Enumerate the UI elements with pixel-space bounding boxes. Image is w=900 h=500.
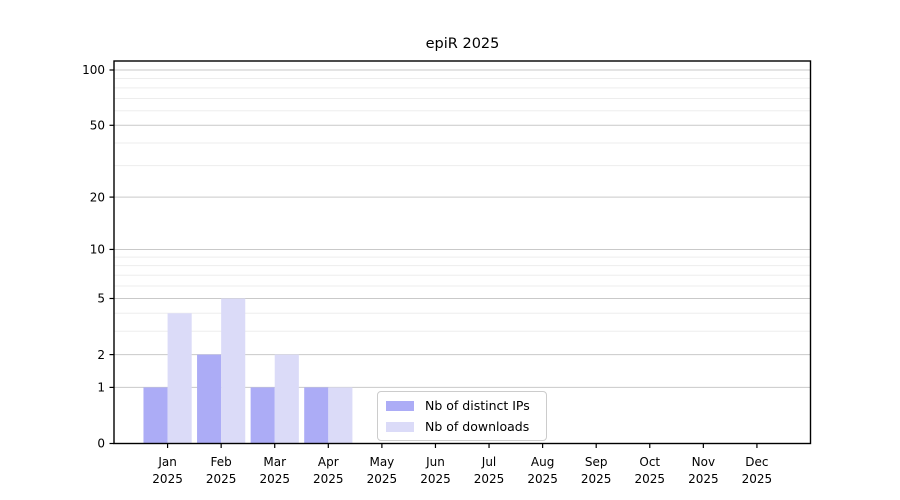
x-tick-label-month: Aug bbox=[531, 455, 554, 469]
bar-distinct-ips bbox=[304, 387, 329, 444]
bar-downloads bbox=[274, 354, 299, 444]
x-tick-label-year: 2025 bbox=[152, 472, 183, 486]
legend-row-downloads: Nb of downloads bbox=[386, 419, 537, 434]
x-tick-label-month: Oct bbox=[639, 455, 660, 469]
legend-label-downloads: Nb of downloads bbox=[425, 419, 530, 434]
x-tick-label-year: 2025 bbox=[420, 472, 451, 486]
legend-swatch-distinct-ips bbox=[386, 400, 414, 411]
x-tick-label-year: 2025 bbox=[474, 472, 505, 486]
x-tick-label-year: 2025 bbox=[634, 472, 665, 486]
legend: Nb of distinct IPs Nb of downloads bbox=[377, 391, 547, 441]
legend-swatch-downloads bbox=[386, 421, 414, 432]
x-tick-label-year: 2025 bbox=[742, 472, 773, 486]
y-tick-label: 20 bbox=[90, 190, 105, 204]
y-tick-label: 5 bbox=[97, 292, 105, 306]
x-tick-label-month: Jan bbox=[157, 455, 177, 469]
x-tick-label-year: 2025 bbox=[367, 472, 398, 486]
plot-frame bbox=[113, 60, 812, 445]
x-tick-label-year: 2025 bbox=[259, 472, 290, 486]
y-tick-label: 1 bbox=[97, 381, 105, 395]
y-tick-label: 2 bbox=[97, 348, 105, 362]
x-tick-label-month: Nov bbox=[692, 455, 715, 469]
bar-distinct-ips bbox=[197, 354, 222, 444]
x-tick-label-year: 2025 bbox=[581, 472, 612, 486]
bar-distinct-ips bbox=[250, 387, 275, 444]
x-tick-label-month: Dec bbox=[745, 455, 768, 469]
legend-label-distinct-ips: Nb of distinct IPs bbox=[425, 398, 530, 413]
x-tick-label-year: 2025 bbox=[527, 472, 558, 486]
x-tick-label-month: Sep bbox=[585, 455, 608, 469]
y-tick-label: 100 bbox=[82, 63, 105, 77]
bar-distinct-ips bbox=[143, 387, 168, 444]
x-tick-label-month: Feb bbox=[211, 455, 232, 469]
legend-row-distinct-ips: Nb of distinct IPs bbox=[386, 398, 537, 413]
y-tick-label: 0 bbox=[97, 437, 105, 451]
x-tick-label-month: May bbox=[369, 455, 394, 469]
x-tick-label-month: Jun bbox=[425, 455, 445, 469]
x-tick-label-month: Mar bbox=[263, 455, 286, 469]
x-tick-label-month: Apr bbox=[318, 455, 339, 469]
x-tick-label-year: 2025 bbox=[313, 472, 344, 486]
chart-title: epiR 2025 bbox=[425, 36, 500, 52]
x-tick-label-year: 2025 bbox=[688, 472, 719, 486]
bar-downloads bbox=[167, 313, 192, 444]
bar-downloads bbox=[221, 298, 246, 444]
x-tick-label-year: 2025 bbox=[206, 472, 237, 486]
bar-downloads bbox=[328, 387, 353, 444]
x-tick-label-month: Jul bbox=[481, 455, 496, 469]
y-tick-label: 10 bbox=[90, 243, 105, 257]
y-tick-label: 50 bbox=[90, 118, 105, 132]
